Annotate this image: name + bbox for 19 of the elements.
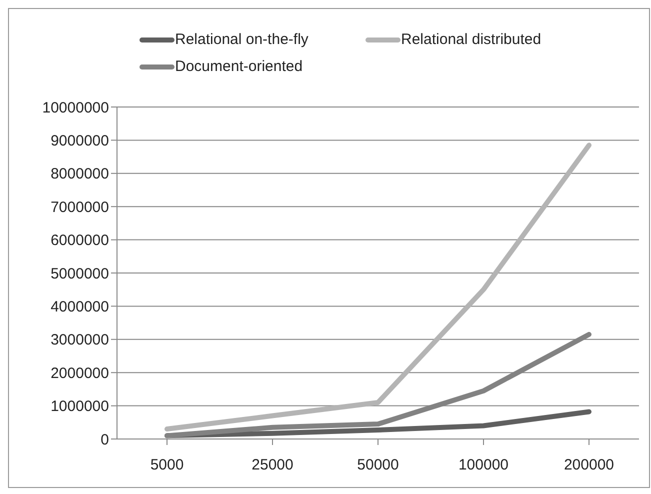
legend-label: Relational on-the-fly [175,31,308,48]
x-tick-label: 5000 [150,456,184,474]
y-tick-label: 2000000 [50,364,109,382]
y-tick-label: 4000000 [50,298,109,316]
y-tick-label: 3000000 [50,332,109,349]
y-tick-label: 8000000 [50,166,109,183]
legend-label: Relational distributed [401,31,542,48]
x-tick-label: 25000 [252,456,294,474]
y-tick-label: 6000000 [50,232,109,250]
y-tick-label: 1000000 [50,398,109,416]
y-tick-label: 5000000 [50,265,109,282]
x-tick-label: 50000 [357,456,399,474]
legend-label: Document-oriented [175,58,303,75]
y-tick-label: 10000000 [42,99,109,116]
y-tick-label: 0 [100,431,109,448]
y-tick-label: 7000000 [50,198,109,216]
y-tick-label: 9000000 [50,132,109,150]
x-tick-label: 100000 [458,456,509,474]
x-tick-label: 200000 [564,456,614,474]
